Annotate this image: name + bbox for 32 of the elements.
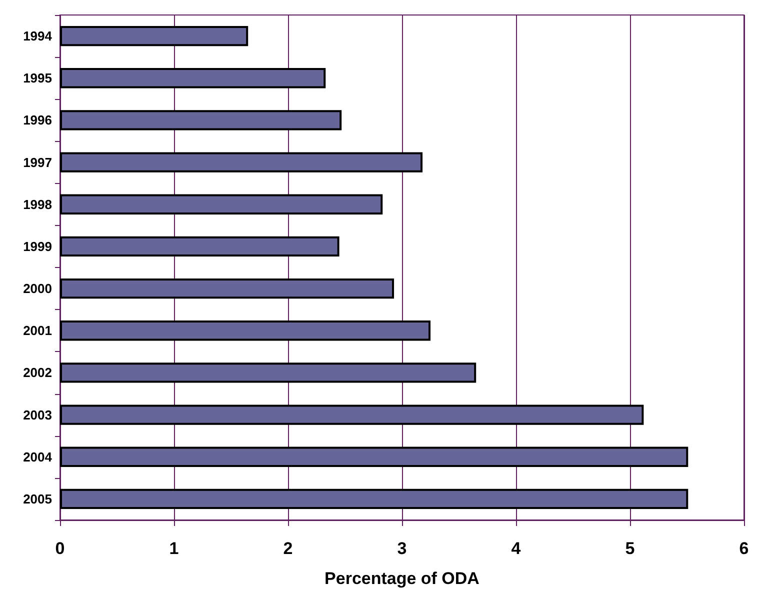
bar <box>60 278 394 299</box>
bar <box>60 152 423 172</box>
y-tick-label: 2004 <box>23 449 53 464</box>
x-tick-label: 2 <box>283 539 293 558</box>
y-tick-label: 1996 <box>23 112 52 128</box>
y-tick-label: 1999 <box>23 238 52 254</box>
bar <box>60 236 340 257</box>
x-tick-label: 4 <box>511 539 522 558</box>
bar <box>60 26 248 46</box>
y-tick-label: 2000 <box>23 281 52 296</box>
bar <box>60 404 644 425</box>
y-tick-label: 1998 <box>23 196 52 212</box>
y-tick-label: 2001 <box>23 323 52 338</box>
bar <box>60 488 688 510</box>
bar <box>60 320 430 341</box>
x-tick-label: 1 <box>169 539 179 558</box>
x-axis-title: Percentage of ODA <box>324 569 480 588</box>
bar <box>60 362 476 383</box>
y-tick-label: 2002 <box>23 365 52 380</box>
y-tick-label: 1995 <box>23 70 52 86</box>
y-tick-label: 2005 <box>23 491 52 506</box>
x-tick-label: 6 <box>739 539 749 558</box>
y-tick-label: 1994 <box>23 28 53 44</box>
bar <box>60 68 326 88</box>
bar <box>60 194 383 214</box>
x-tick-label: 5 <box>625 539 635 558</box>
x-tick-label: 3 <box>397 539 407 558</box>
x-tick-label: 0 <box>55 539 65 558</box>
y-tick-label: 2003 <box>23 407 52 422</box>
y-tick-label: 1997 <box>23 154 52 170</box>
bar <box>60 110 342 130</box>
bar <box>60 446 688 467</box>
